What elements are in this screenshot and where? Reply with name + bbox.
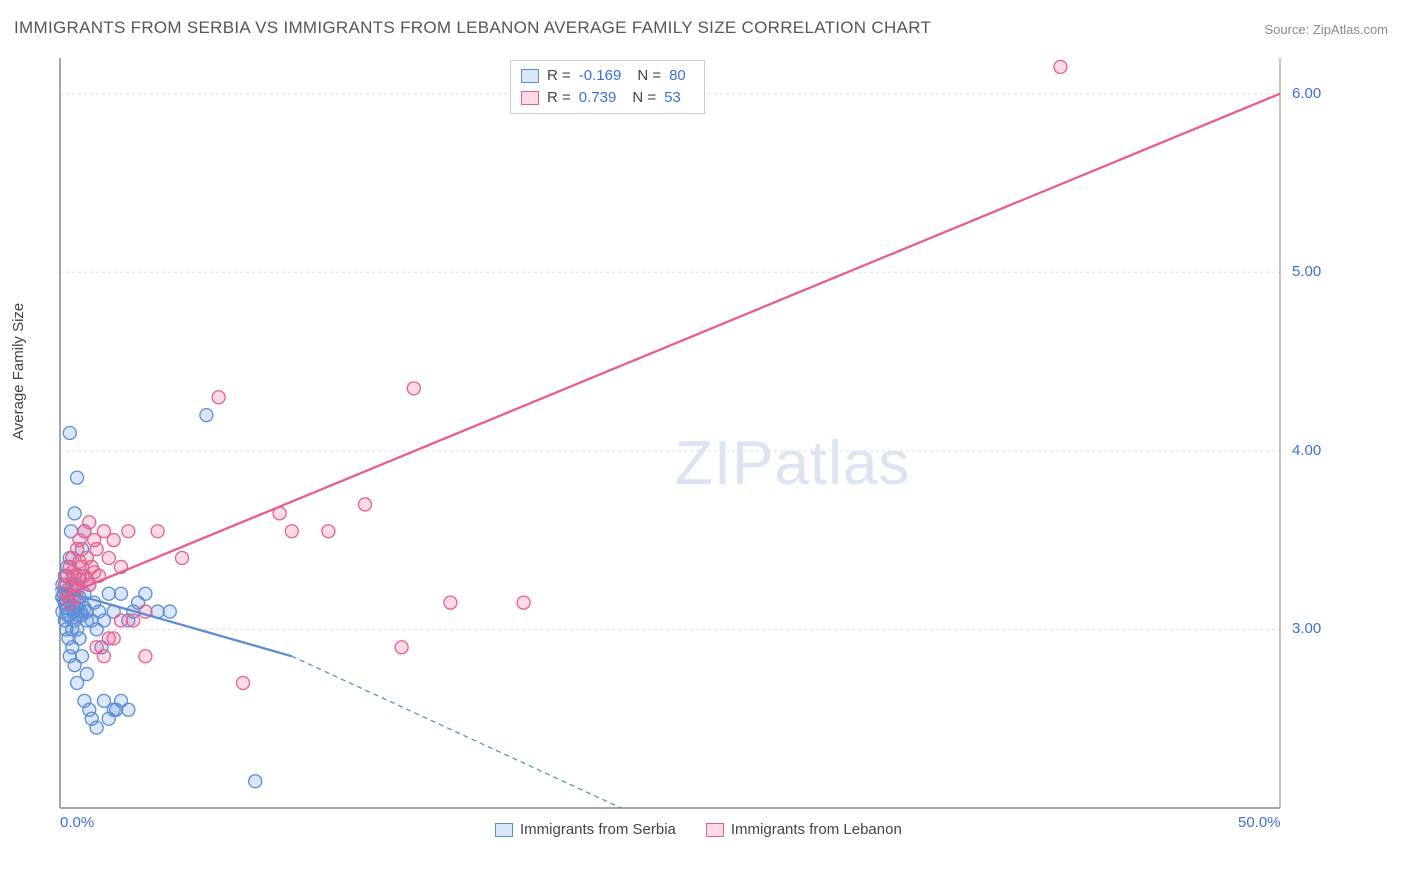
x-tick-label: 0.0% <box>60 814 94 831</box>
stat-r-label: R = <box>547 65 571 87</box>
stat-n-value: 80 <box>669 65 686 87</box>
swatch-icon <box>521 69 539 83</box>
legend-label: Immigrants from Lebanon <box>731 821 902 838</box>
x-tick-label: 50.0% <box>1238 814 1281 831</box>
legend-item-serbia: Immigrants from Serbia <box>495 821 676 838</box>
stat-r-value: -0.169 <box>579 65 622 87</box>
stat-r-value: 0.739 <box>579 87 617 109</box>
legend-label: Immigrants from Serbia <box>520 821 676 838</box>
y-axis-label: Average Family Size <box>10 303 27 440</box>
swatch-icon <box>706 823 724 837</box>
stats-row-serbia: R = -0.169 N = 80 <box>521 65 694 87</box>
stats-legend-box: R =-0.169N =80R =0.739N =53 <box>510 60 705 114</box>
source-label: Source: ZipAtlas.com <box>1264 22 1388 37</box>
swatch-icon <box>521 91 539 105</box>
stat-n-value: 53 <box>664 87 681 109</box>
plot-area: R =-0.169N =80R =0.739N =53 Immigrants f… <box>55 58 1335 838</box>
legend-bottom: Immigrants from Serbia Immigrants from Le… <box>495 821 902 838</box>
stat-n-label: N = <box>632 87 656 109</box>
chart-title: IMMIGRANTS FROM SERBIA VS IMMIGRANTS FRO… <box>14 18 931 38</box>
stat-n-label: N = <box>637 65 661 87</box>
y-tick-label: 6.00 <box>1292 85 1321 102</box>
swatch-icon <box>495 823 513 837</box>
legend-item-lebanon: Immigrants from Lebanon <box>706 821 902 838</box>
y-tick-label: 4.00 <box>1292 442 1321 459</box>
y-tick-label: 3.00 <box>1292 620 1321 637</box>
chart-container: IMMIGRANTS FROM SERBIA VS IMMIGRANTS FRO… <box>0 0 1406 892</box>
y-tick-label: 5.00 <box>1292 263 1321 280</box>
stat-r-label: R = <box>547 87 571 109</box>
stats-row-lebanon: R = 0.739 N = 53 <box>521 87 694 109</box>
watermark: ZIPatlas <box>675 428 910 499</box>
